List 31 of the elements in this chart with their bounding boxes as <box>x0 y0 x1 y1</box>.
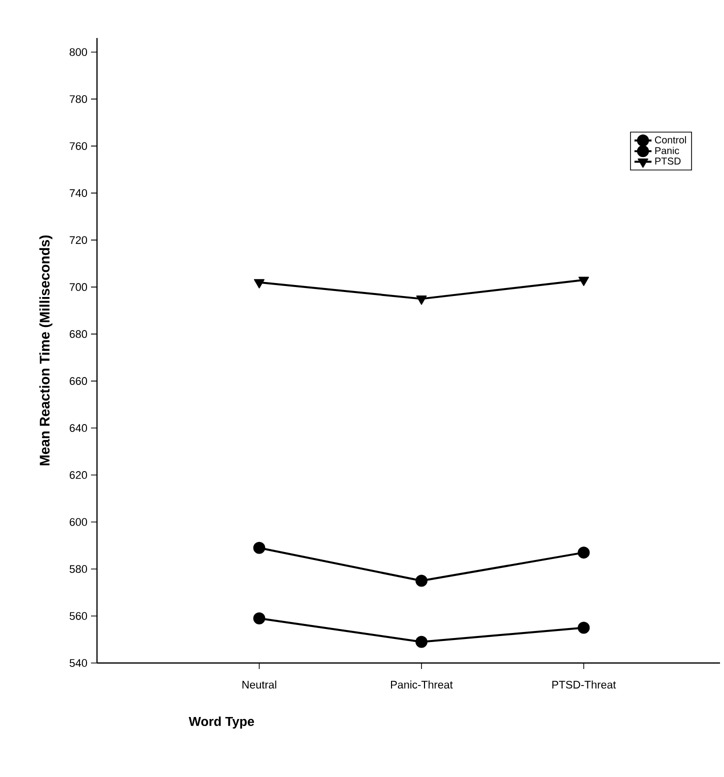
y-tick-label: 580 <box>70 565 88 573</box>
y-tick-label: 680 <box>70 330 88 338</box>
x-tick-label: Panic-Threat <box>391 680 453 689</box>
x-axis-title: Word Type <box>188 716 254 729</box>
y-tick-label: 540 <box>70 659 88 667</box>
y-tick-label: 780 <box>70 95 88 103</box>
y-tick-label: 560 <box>70 612 88 620</box>
point <box>415 574 428 587</box>
legend-label: PTSD <box>655 158 681 165</box>
point <box>253 612 266 624</box>
y-tick-label: 620 <box>70 471 88 479</box>
y-tick-label: 640 <box>70 424 88 432</box>
legend-label: Panic <box>655 146 680 154</box>
y-tick-label: 700 <box>70 283 88 291</box>
point <box>254 279 265 288</box>
point <box>416 296 427 305</box>
point <box>578 276 589 286</box>
y-tick-label: 600 <box>70 518 88 526</box>
point <box>415 636 428 648</box>
y-tick-label: 660 <box>70 377 88 385</box>
y-tick-label: 800 <box>70 48 88 56</box>
y-tick-label: 740 <box>70 189 88 197</box>
y-axis-title: Mean Reaction Time (Milliseconds) <box>39 235 52 466</box>
point <box>578 546 590 559</box>
x-tick-label: Neutral <box>242 680 276 689</box>
point <box>578 622 590 634</box>
y-tick-label: 760 <box>70 142 88 150</box>
x-tick-label: PTSD-Threat <box>552 680 616 689</box>
point <box>253 542 266 554</box>
legend-label: Control <box>654 136 686 144</box>
y-tick-label: 720 <box>70 236 88 244</box>
